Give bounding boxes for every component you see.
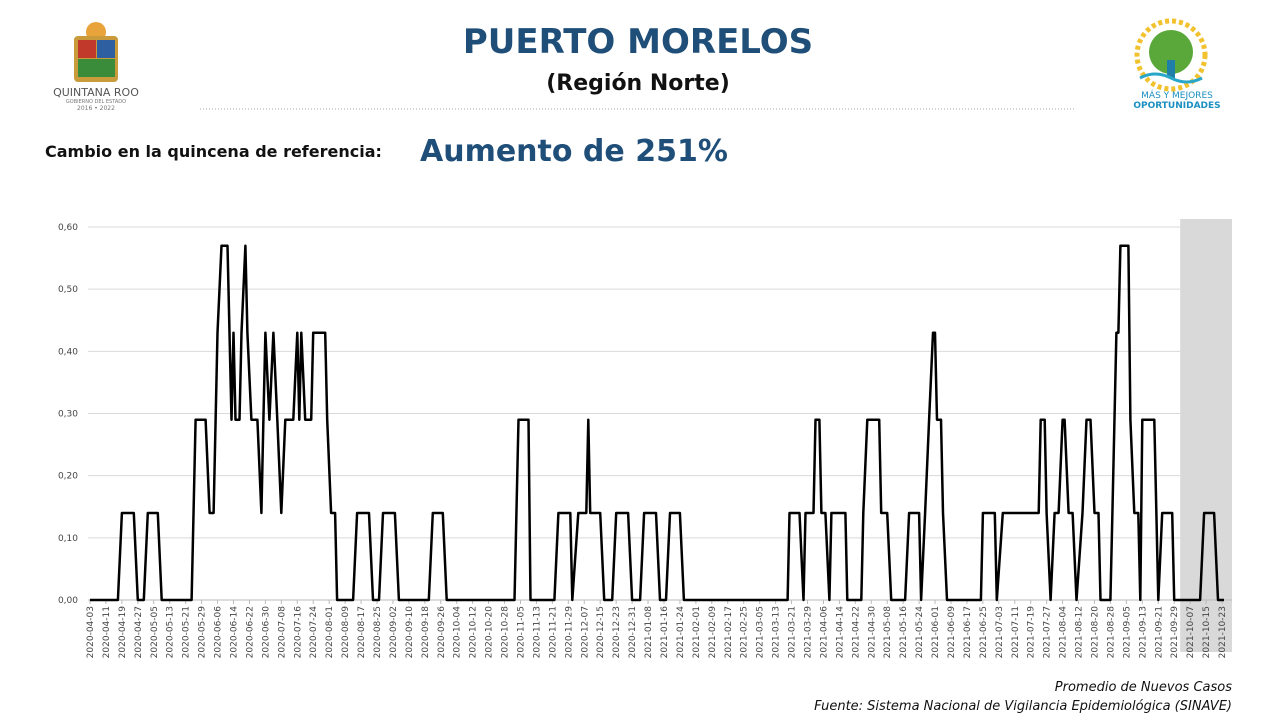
x-tick-label: 2021-10-15 [1202,606,1212,658]
x-tick-label: 2020-09-18 [421,606,431,659]
x-tick-label: 2021-10-07 [1186,606,1196,658]
x-tick-label: 2021-07-27 [1043,606,1053,658]
change-label: Cambio en la quincena de referencia: [45,142,382,161]
subtitle: (Región Norte) [546,71,730,96]
x-tick-label: 2021-08-12 [1075,606,1085,658]
x-tick-label: 2020-08-17 [357,606,367,658]
x-tick-label: 2021-05-08 [883,606,893,659]
logo-text: GOBIERNO DEL ESTADO [66,99,126,105]
x-tick-label: 2021-03-13 [772,606,782,658]
x-tick-label: 2020-07-16 [293,606,303,659]
x-tick-label: 2020-11-21 [548,606,558,658]
y-tick-label: 0,60 [58,223,78,233]
y-tick-label: 0,50 [58,285,78,295]
y-tick-label: 0,20 [58,472,78,482]
x-tick-label: 2021-04-22 [851,606,861,658]
x-tick-label: 2020-04-27 [134,606,144,658]
x-tick-label: 2020-07-24 [309,606,319,659]
x-tick-label: 2020-06-14 [229,606,239,659]
x-tick-label: 2021-04-06 [819,606,829,659]
x-tick-label: 2021-09-05 [1122,606,1132,658]
logo-text: 2016 • 2022 [77,105,115,112]
x-tick-label: 2021-08-28 [1106,606,1116,659]
note: Promedio de Nuevos Casos [1055,680,1232,695]
x-tick-label: 2021-09-21 [1154,606,1164,658]
x-tick-label: 2021-06-17 [963,606,973,658]
x-tick-label: 2020-08-09 [341,606,351,659]
x-tick-label: 2021-03-21 [788,606,798,658]
x-tick-label: 2020-06-06 [214,606,224,659]
shaded-range [1180,219,1232,652]
x-tick-label: 2020-12-23 [612,606,622,658]
x-tick-label: 2021-03-05 [756,606,766,658]
x-tick-label: 2021-01-16 [660,606,670,659]
data-line [90,244,1224,602]
chart: 0,00 0,10 0,20 0,30 0,40 0,50 0,60 2020-04-03 20… [58,219,1232,658]
x-tick-label: 2021-02-09 [708,606,718,659]
x-tick-label: 2020-12-07 [580,606,590,658]
logo-text: OPORTUNIDADES [1133,101,1220,111]
x-tick-label: 2020-09-10 [405,606,415,659]
logo-oportunidades: MÁS Y MEJORES OPORTUNIDADES [1133,18,1221,111]
y-tick-label: 0,00 [58,596,78,606]
x-tick-label: 2020-08-25 [373,606,383,658]
x-tick-label: 2021-07-11 [1011,606,1021,658]
x-tick-label: 2020-05-13 [166,606,176,658]
x-tick-label: 2021-06-25 [979,606,989,658]
x-tick-label: 2020-06-22 [245,606,255,658]
x-tick-label: 2020-11-05 [516,606,526,658]
x-tick-label: 2020-11-29 [564,606,574,659]
x-tick-label: 2021-05-24 [915,606,925,659]
x-tick-label: 2020-12-31 [628,606,638,658]
x-tick-label: 2021-02-01 [692,606,702,658]
x-tick-label: 2021-04-14 [835,606,845,659]
title: PUERTO MORELOS [463,22,813,62]
x-tick-label: 2021-06-09 [947,606,957,659]
x-tick-label: 2020-05-21 [182,606,192,658]
x-tick-label: 2020-10-04 [453,606,463,659]
x-tick-label: 2020-07-08 [277,606,287,659]
logo-text: MÁS Y MEJORES [1141,89,1213,101]
x-tick-label: 2021-09-13 [1138,606,1148,658]
x-tick-label: 2021-10-23 [1218,606,1228,658]
source: Fuente: Sistema Nacional de Vigilancia E… [814,699,1232,714]
x-tick-label: 2020-10-12 [469,606,479,658]
x-tick-label: 2020-04-11 [102,606,112,658]
x-tick-label: 2020-11-13 [532,606,542,658]
x-tick-label: 2020-05-29 [198,606,208,659]
x-tick-label: 2021-07-19 [1027,606,1037,659]
x-tick-label: 2020-12-15 [596,606,606,658]
x-tick-label: 2021-01-08 [644,606,654,659]
x-tick-label: 2020-09-02 [389,606,399,658]
x-tick-label: 2021-08-20 [1090,606,1100,659]
x-tick-label: 2020-09-26 [437,606,447,659]
x-tick-label: 2021-05-16 [899,606,909,659]
logo-text: QUINTANA ROO [53,86,139,99]
x-tick-label: 2021-07-03 [995,606,1005,658]
x-tick-label: 2020-10-20 [485,606,495,659]
x-tick-label: 2021-08-04 [1059,606,1069,659]
change-value: Aumento de 251% [420,134,728,169]
y-tick-label: 0,30 [58,410,78,420]
x-tick-label: 2020-04-19 [118,606,128,659]
x-tick-label: 2021-02-25 [740,606,750,658]
x-tick-label: 2021-03-29 [803,606,813,659]
x-tick-label: 2020-06-30 [261,606,271,659]
x-tick-label: 2021-02-17 [724,606,734,658]
x-tick-label: 2020-05-05 [150,606,160,658]
logo-quintana-roo: QUINTANA ROO GOBIERNO DEL ESTADO 2016 • … [53,22,139,112]
x-tick-label: 2020-08-01 [325,606,335,658]
x-tick-label: 2021-06-01 [931,606,941,658]
x-tick-label: 2021-01-24 [676,606,686,659]
y-tick-label: 0,10 [58,534,78,544]
x-tick-label: 2021-04-30 [867,606,877,659]
y-tick-label: 0,40 [58,347,78,357]
x-tick-label: 2020-10-28 [501,606,511,659]
x-tick-label: 2020-04-03 [86,606,96,658]
x-tick-label: 2021-09-29 [1170,606,1180,659]
